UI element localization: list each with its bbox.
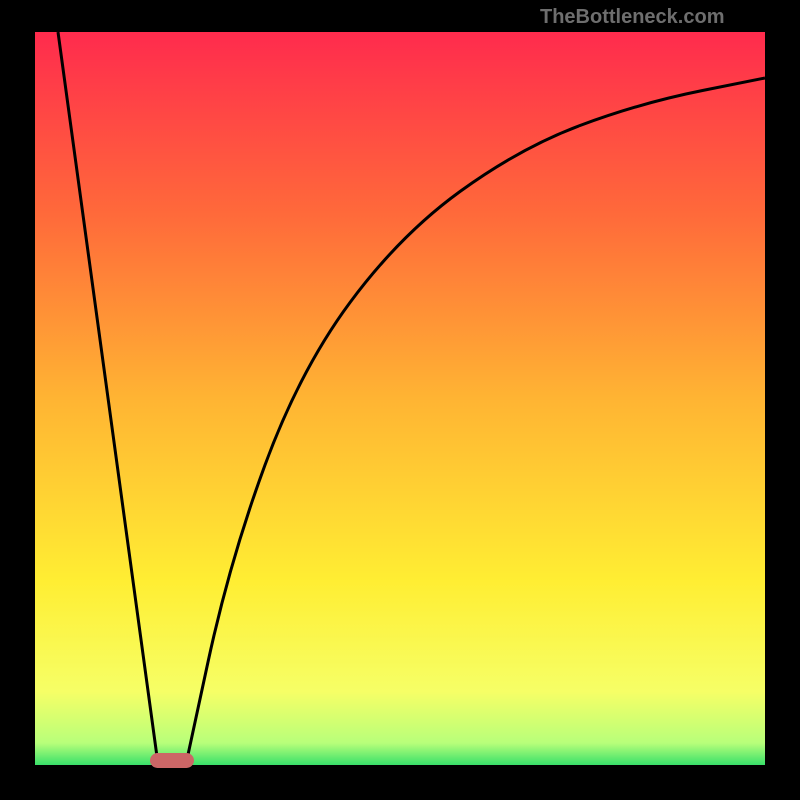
attribution-text: TheBottleneck.com — [540, 6, 724, 29]
chart-container: TheBottleneck.com — [0, 0, 800, 800]
bottleneck-curve — [0, 0, 800, 800]
optimal-marker — [150, 753, 194, 768]
